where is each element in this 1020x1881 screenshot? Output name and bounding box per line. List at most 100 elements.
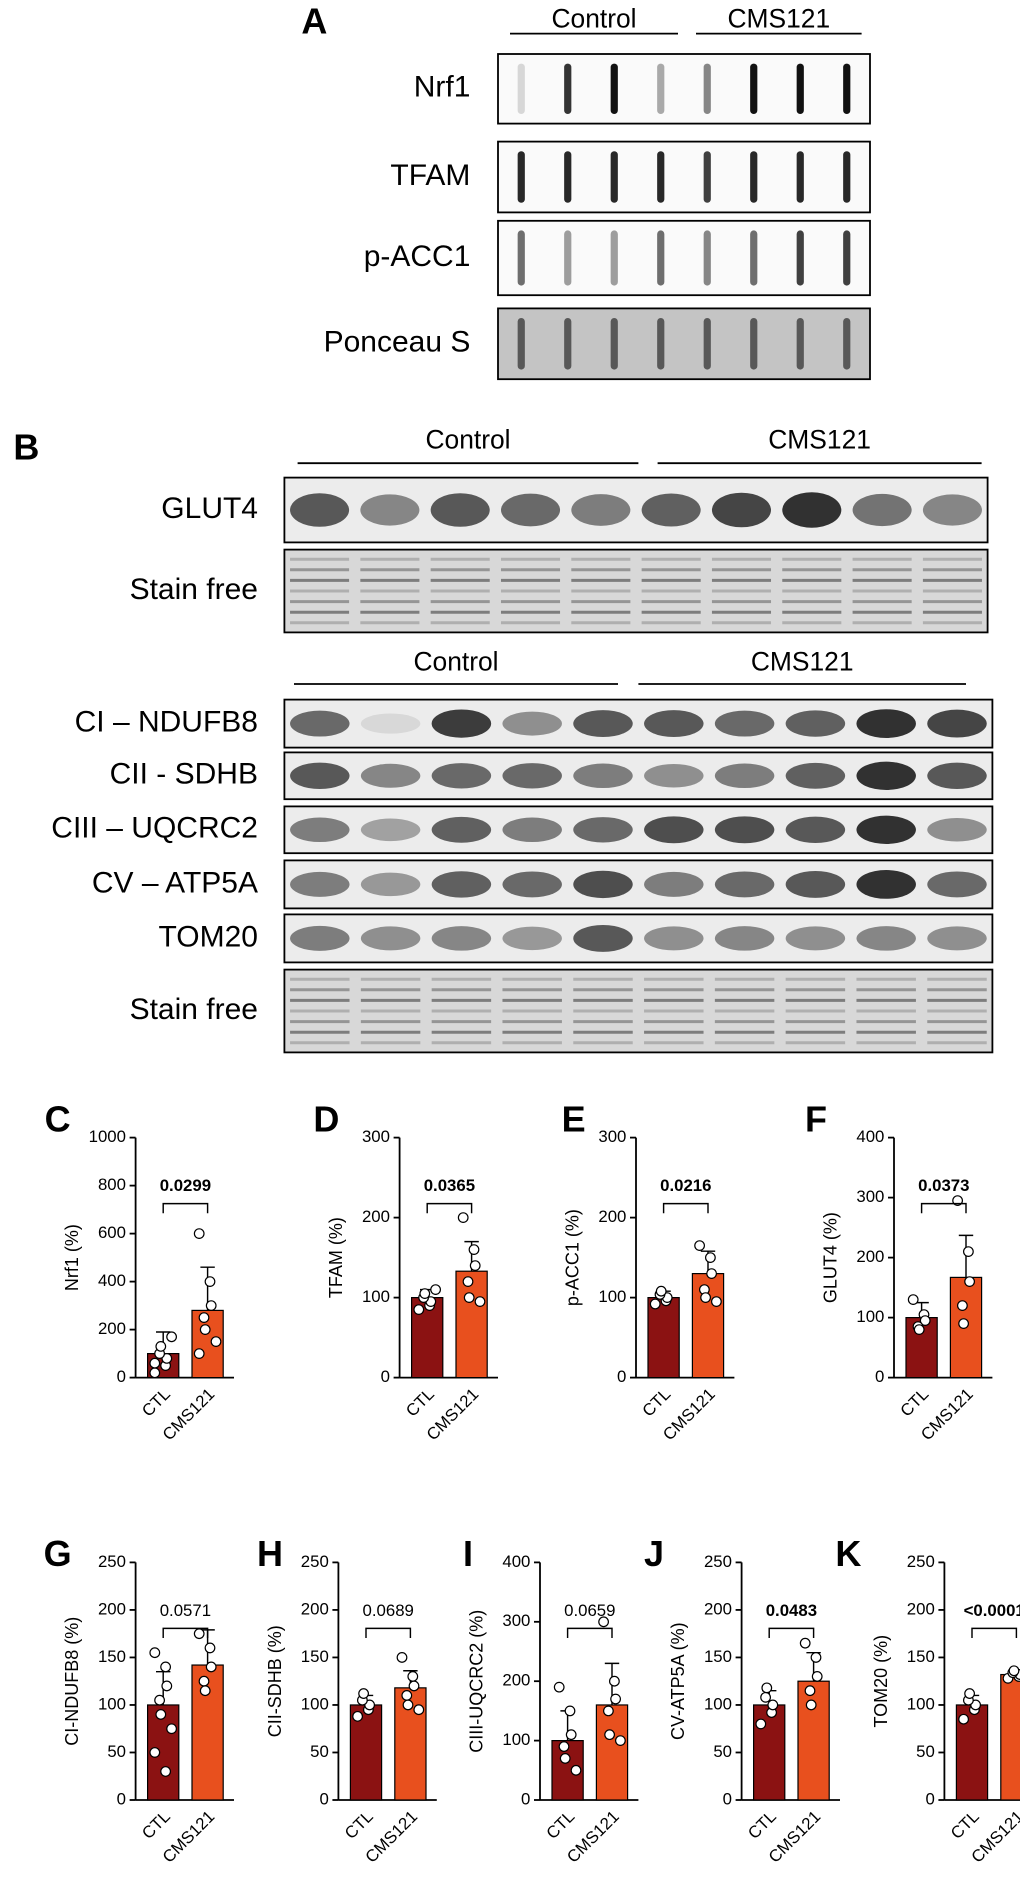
data-point xyxy=(694,1240,705,1251)
group-label: Control xyxy=(551,3,636,33)
bar xyxy=(1000,1673,1020,1801)
significance-bracket xyxy=(768,1627,815,1638)
panel-letter: H xyxy=(257,1533,283,1574)
data-point xyxy=(155,1340,167,1352)
slot-band xyxy=(517,63,525,114)
y-axis-label: Nrf1 (%) xyxy=(62,1224,82,1291)
blot-band xyxy=(714,763,775,789)
x-tick-label: CTL xyxy=(947,1807,983,1843)
data-point xyxy=(804,1685,816,1697)
blot-band xyxy=(430,493,490,527)
panel-letter: D xyxy=(313,1099,339,1140)
p-value: 0.0299 xyxy=(160,1176,211,1195)
data-point xyxy=(401,1690,413,1701)
y-tick-label: 300 xyxy=(598,1127,626,1146)
p-value: 0.0483 xyxy=(766,1601,817,1620)
blot-band xyxy=(856,815,916,844)
panel-letter: E xyxy=(562,1099,586,1140)
data-point xyxy=(199,1685,211,1697)
y-tick-label: 0 xyxy=(723,1789,732,1808)
data-point xyxy=(913,1324,925,1335)
y-axis-label: CV-ATP5A (%) xyxy=(668,1622,688,1740)
slot-band xyxy=(610,63,618,114)
data-point xyxy=(457,1212,469,1224)
y-tick-label: 100 xyxy=(502,1730,530,1749)
data-point xyxy=(469,1260,481,1271)
blot-label: Stain free xyxy=(130,573,258,606)
slot-band xyxy=(610,230,618,286)
panel-letter: G xyxy=(44,1533,72,1574)
panel-letter: F xyxy=(805,1099,827,1140)
slot-band xyxy=(657,230,665,286)
blot-band xyxy=(856,926,916,951)
blot-band xyxy=(290,710,350,737)
data-point xyxy=(705,1252,716,1263)
group-label: CMS121 xyxy=(727,3,830,33)
blot-band xyxy=(644,710,704,738)
data-point xyxy=(649,1298,661,1310)
blot-band xyxy=(431,816,492,843)
slot-band xyxy=(564,63,572,114)
slot-band xyxy=(750,151,758,203)
y-tick-label: 100 xyxy=(362,1287,390,1306)
slot-band xyxy=(657,318,665,370)
data-point xyxy=(154,1694,165,1706)
blot-band xyxy=(360,872,421,897)
blot-band xyxy=(360,713,421,734)
blot-band xyxy=(714,710,775,737)
blot-box xyxy=(283,548,989,634)
blot-band xyxy=(785,870,846,898)
y-tick-label: 200 xyxy=(98,1319,126,1338)
data-point xyxy=(166,1723,177,1735)
blot-band xyxy=(927,709,987,738)
blot-band xyxy=(502,871,562,898)
blot-band xyxy=(927,871,987,898)
y-tick-label: 200 xyxy=(362,1207,390,1226)
y-tick-label: 800 xyxy=(98,1175,126,1194)
blot-band xyxy=(711,492,772,528)
slot-band xyxy=(843,63,851,114)
y-tick-label: 250 xyxy=(301,1552,329,1571)
data-point xyxy=(615,1735,626,1746)
blot-band xyxy=(644,816,704,844)
blot-band xyxy=(431,871,492,898)
data-point xyxy=(559,1753,571,1764)
data-point xyxy=(204,1276,216,1287)
blot-band xyxy=(785,926,846,951)
x-tick-label: CTL xyxy=(402,1385,438,1421)
data-point xyxy=(761,1682,773,1694)
x-tick-label: CTL xyxy=(138,1807,174,1843)
blot-label: CII - SDHB xyxy=(110,758,258,791)
significance-bracket xyxy=(162,1202,209,1214)
y-axis-label: TOM20 (%) xyxy=(871,1635,891,1728)
blot-label: TOM20 xyxy=(159,920,258,953)
slot-band xyxy=(517,230,525,286)
y-tick-label: 200 xyxy=(502,1671,530,1690)
data-point xyxy=(767,1699,779,1711)
slot-band xyxy=(564,151,572,203)
data-point xyxy=(396,1652,408,1663)
data-point xyxy=(462,1276,474,1287)
y-tick-label: 250 xyxy=(98,1552,126,1571)
blot-box xyxy=(497,219,871,297)
blot-band xyxy=(502,926,562,951)
slot-band xyxy=(796,318,804,370)
data-point xyxy=(210,1336,222,1347)
data-point xyxy=(558,1741,570,1752)
blot-band xyxy=(502,711,562,736)
data-point xyxy=(161,1680,173,1692)
blot-band xyxy=(431,709,492,738)
panel-letter: A xyxy=(301,1,327,42)
slot-band xyxy=(750,230,758,286)
data-point xyxy=(604,1729,615,1741)
slot-band xyxy=(796,230,804,286)
data-point xyxy=(570,1764,582,1776)
data-point xyxy=(919,1315,931,1326)
panel-letter: B xyxy=(13,427,39,468)
y-axis-label: TFAM (%) xyxy=(326,1217,346,1298)
slot-band xyxy=(703,151,711,203)
data-point xyxy=(193,1348,205,1359)
data-point xyxy=(655,1285,667,1297)
significance-bracket xyxy=(365,1627,412,1638)
blot-band xyxy=(360,763,421,788)
